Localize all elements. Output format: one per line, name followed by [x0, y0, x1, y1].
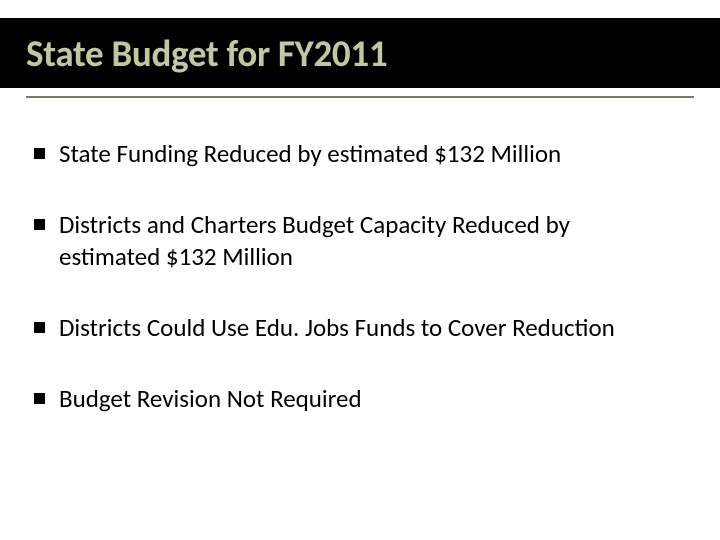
title-bar: State Budget for FY2011	[0, 18, 720, 88]
bullet-list: State Funding Reduced by estimated $132 …	[34, 138, 674, 454]
bullet-text: Districts and Charters Budget Capacity R…	[59, 209, 674, 272]
bullet-icon	[34, 393, 45, 404]
title-divider	[26, 96, 694, 98]
slide-title: State Budget for FY2011	[26, 31, 387, 76]
slide: State Budget for FY2011 State Funding Re…	[0, 0, 720, 540]
bullet-icon	[34, 322, 45, 333]
bullet-icon	[34, 219, 45, 230]
bullet-text: Districts Could Use Edu. Jobs Funds to C…	[59, 312, 674, 343]
list-item: Budget Revision Not Required	[34, 383, 674, 414]
bullet-text: Budget Revision Not Required	[59, 383, 674, 414]
list-item: Districts and Charters Budget Capacity R…	[34, 209, 674, 272]
list-item: State Funding Reduced by estimated $132 …	[34, 138, 674, 169]
list-item: Districts Could Use Edu. Jobs Funds to C…	[34, 312, 674, 343]
bullet-icon	[34, 148, 45, 159]
bullet-text: State Funding Reduced by estimated $132 …	[59, 138, 674, 169]
